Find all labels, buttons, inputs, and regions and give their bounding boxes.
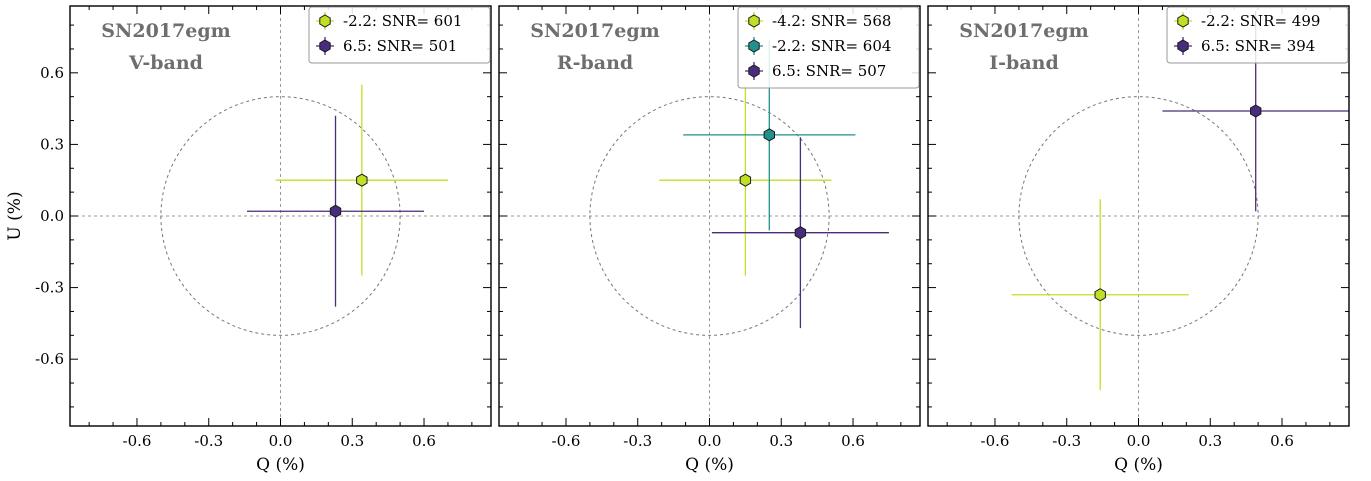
legend-marker bbox=[319, 14, 331, 28]
series-1 bbox=[659, 84, 832, 276]
band-label: I-band bbox=[989, 52, 1058, 74]
x-axis-label: Q (%) bbox=[685, 455, 734, 475]
band-label: V-band bbox=[128, 52, 203, 74]
legend-label: -2.2: SNR= 601 bbox=[343, 12, 462, 30]
x-tick-label: -0.6 bbox=[981, 432, 1010, 450]
x-tick-label: -0.6 bbox=[123, 432, 152, 450]
x-axis-label: Q (%) bbox=[256, 455, 305, 475]
legend-marker bbox=[748, 39, 760, 53]
legend-label: 6.5: SNR= 507 bbox=[772, 62, 886, 80]
legend-label: 6.5: SNR= 394 bbox=[1201, 37, 1315, 55]
x-tick-label: 0.0 bbox=[269, 432, 293, 450]
legend: -2.2: SNR= 499 6.5: SNR= 394 bbox=[1166, 6, 1349, 64]
data-point bbox=[763, 128, 775, 142]
x-tick-label: 0.3 bbox=[1198, 432, 1222, 450]
data-point bbox=[739, 173, 752, 187]
x-tick-label: 0.3 bbox=[769, 432, 793, 450]
x-tick-label: 0.0 bbox=[1127, 432, 1151, 450]
legend-frame bbox=[308, 6, 491, 64]
legend-frame bbox=[1166, 6, 1349, 64]
panel-3: -0.6 -0.3 0.0 0.3 0.6 Q (%) SN2017egm I-band -2.… bbox=[927, 5, 1350, 475]
x-tick-label: -0.3 bbox=[1052, 432, 1081, 450]
object-label: SN2017egm bbox=[959, 20, 1088, 42]
series-1 bbox=[275, 84, 448, 276]
legend: -4.2: SNR= 568 -2.2: SNR= 604 6.5: SNR= 50… bbox=[737, 6, 920, 89]
panel-2: -0.6 -0.3 0.0 0.3 0.6 Q (%) SN2017egm R-band -4.… bbox=[498, 5, 921, 475]
y-axis-label: U (%) bbox=[5, 191, 25, 240]
legend-frame bbox=[737, 6, 920, 89]
ticks bbox=[928, 6, 1349, 426]
x-tick-label: 0.6 bbox=[841, 432, 865, 450]
y-tick-label: -0.3 bbox=[35, 279, 64, 297]
legend-label: -2.2: SNR= 604 bbox=[772, 37, 891, 55]
data-point bbox=[356, 173, 368, 187]
reference-circle bbox=[160, 96, 401, 336]
legend-label: -2.2: SNR= 499 bbox=[1201, 12, 1320, 30]
data-point bbox=[329, 204, 342, 218]
y-tick-label: -0.6 bbox=[35, 350, 64, 368]
y-tick-label: 0.3 bbox=[40, 135, 64, 153]
legend-marker bbox=[1177, 14, 1189, 28]
legend-label: 6.5: SNR= 501 bbox=[343, 37, 457, 55]
x-axis-label: Q (%) bbox=[1114, 455, 1163, 475]
panel-1: -0.6 -0.3 0.0 0.3 0.6 -0.6 -0.3 0.0 0.3 0.6 Q (%) U… bbox=[5, 5, 492, 475]
data-point bbox=[1094, 288, 1106, 302]
ticks bbox=[499, 6, 920, 426]
y-tick-label: 0.0 bbox=[40, 207, 64, 225]
series-2 bbox=[247, 115, 425, 307]
y-tick-label: 0.6 bbox=[40, 64, 64, 82]
legend-label: -4.2: SNR= 568 bbox=[772, 12, 891, 30]
x-tick-label: -0.3 bbox=[194, 432, 223, 450]
band-label: R-band bbox=[557, 52, 633, 74]
legend-marker bbox=[748, 64, 760, 78]
legend: -2.2: SNR= 601 6.5: SNR= 501 bbox=[308, 6, 491, 64]
series-3 bbox=[711, 137, 889, 329]
object-label: SN2017egm bbox=[101, 20, 230, 42]
x-tick-label: 0.3 bbox=[340, 432, 364, 450]
data-point bbox=[794, 226, 807, 240]
x-tick-label: -0.6 bbox=[552, 432, 581, 450]
object-label: SN2017egm bbox=[530, 20, 659, 42]
reference-circle bbox=[589, 96, 830, 336]
x-tick-label: 0.6 bbox=[1270, 432, 1294, 450]
legend-marker bbox=[319, 39, 331, 53]
legend-marker bbox=[748, 14, 760, 28]
series-1 bbox=[1011, 199, 1189, 391]
x-tick-label: -0.3 bbox=[623, 432, 652, 450]
reference-circle bbox=[1018, 96, 1259, 336]
data-point bbox=[1250, 104, 1262, 118]
x-tick-label: 0.6 bbox=[412, 432, 436, 450]
legend-marker bbox=[1177, 39, 1189, 53]
x-tick-label: 0.0 bbox=[698, 432, 722, 450]
